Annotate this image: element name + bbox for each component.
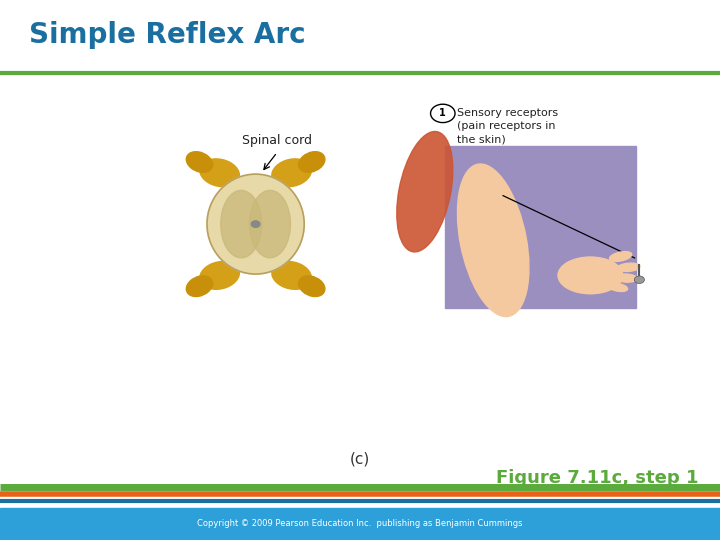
Bar <box>445 146 636 308</box>
Bar <box>0 508 720 540</box>
Text: Figure 7.11c, step 1: Figure 7.11c, step 1 <box>496 469 698 488</box>
Circle shape <box>431 104 455 123</box>
Ellipse shape <box>617 263 640 272</box>
Ellipse shape <box>299 276 325 296</box>
Ellipse shape <box>616 274 637 282</box>
Ellipse shape <box>220 191 262 258</box>
Ellipse shape <box>558 257 623 294</box>
Text: (c): (c) <box>350 451 370 467</box>
Text: 1: 1 <box>439 109 446 118</box>
Ellipse shape <box>610 252 631 261</box>
Circle shape <box>251 221 260 227</box>
Text: Spinal cord: Spinal cord <box>242 134 312 147</box>
Ellipse shape <box>186 152 212 172</box>
Ellipse shape <box>299 152 325 172</box>
Ellipse shape <box>207 174 304 274</box>
Ellipse shape <box>272 159 311 187</box>
Text: Copyright © 2009 Pearson Education Inc.  publishing as Benjamin Cummings: Copyright © 2009 Pearson Education Inc. … <box>197 519 523 528</box>
Circle shape <box>634 276 644 284</box>
Ellipse shape <box>272 261 311 289</box>
Ellipse shape <box>608 283 628 292</box>
Ellipse shape <box>249 191 290 258</box>
Text: Sensory receptors
(pain receptors in
the skin): Sensory receptors (pain receptors in the… <box>457 108 558 144</box>
Text: Simple Reflex Arc: Simple Reflex Arc <box>29 21 305 49</box>
Ellipse shape <box>457 164 529 316</box>
Ellipse shape <box>397 131 453 252</box>
Ellipse shape <box>186 276 212 296</box>
Ellipse shape <box>200 261 239 289</box>
Ellipse shape <box>200 159 239 187</box>
